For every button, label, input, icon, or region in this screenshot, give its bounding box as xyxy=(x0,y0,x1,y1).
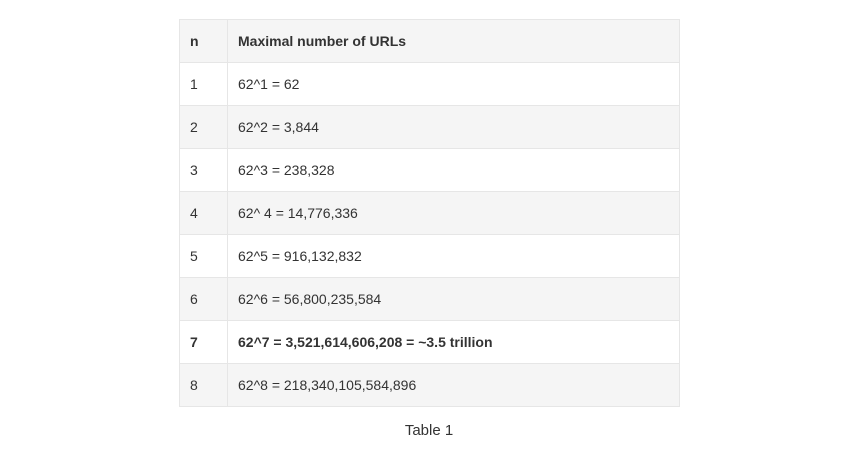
url-count-table-container: n Maximal number of URLs 1 62^1 = 62 2 6… xyxy=(179,19,680,407)
cell-n: 1 xyxy=(179,62,228,106)
cell-n: 7 xyxy=(179,320,228,364)
cell-max-urls: 62^6 = 56,800,235,584 xyxy=(227,277,680,321)
cell-max-urls: 62^8 = 218,340,105,584,896 xyxy=(227,363,680,407)
cell-max-urls: 62^1 = 62 xyxy=(227,62,680,106)
table-row: 6 62^6 = 56,800,235,584 xyxy=(179,277,680,321)
table-row: 4 62^ 4 = 14,776,336 xyxy=(179,191,680,235)
cell-max-urls: 62^3 = 238,328 xyxy=(227,148,680,192)
table-row: 2 62^2 = 3,844 xyxy=(179,105,680,149)
table-row: 5 62^5 = 916,132,832 xyxy=(179,234,680,278)
table-row-highlighted: 7 62^7 = 3,521,614,606,208 = ~3.5 trilli… xyxy=(179,320,680,364)
table-row: 1 62^1 = 62 xyxy=(179,62,680,106)
cell-max-urls: 62^ 4 = 14,776,336 xyxy=(227,191,680,235)
table-caption: Table 1 xyxy=(404,422,454,439)
cell-max-urls: 62^5 = 916,132,832 xyxy=(227,234,680,278)
cell-n: 5 xyxy=(179,234,228,278)
cell-n: 8 xyxy=(179,363,228,407)
table-header-row: n Maximal number of URLs xyxy=(179,19,680,63)
url-count-table: n Maximal number of URLs 1 62^1 = 62 2 6… xyxy=(179,19,680,407)
cell-n: 2 xyxy=(179,105,228,149)
cell-max-urls: 62^2 = 3,844 xyxy=(227,105,680,149)
header-max-urls: Maximal number of URLs xyxy=(227,19,680,63)
cell-n: 6 xyxy=(179,277,228,321)
cell-n: 3 xyxy=(179,148,228,192)
cell-max-urls: 62^7 = 3,521,614,606,208 = ~3.5 trillion xyxy=(227,320,680,364)
header-n: n xyxy=(179,19,228,63)
table-row: 3 62^3 = 238,328 xyxy=(179,148,680,192)
table-row: 8 62^8 = 218,340,105,584,896 xyxy=(179,363,680,407)
cell-n: 4 xyxy=(179,191,228,235)
